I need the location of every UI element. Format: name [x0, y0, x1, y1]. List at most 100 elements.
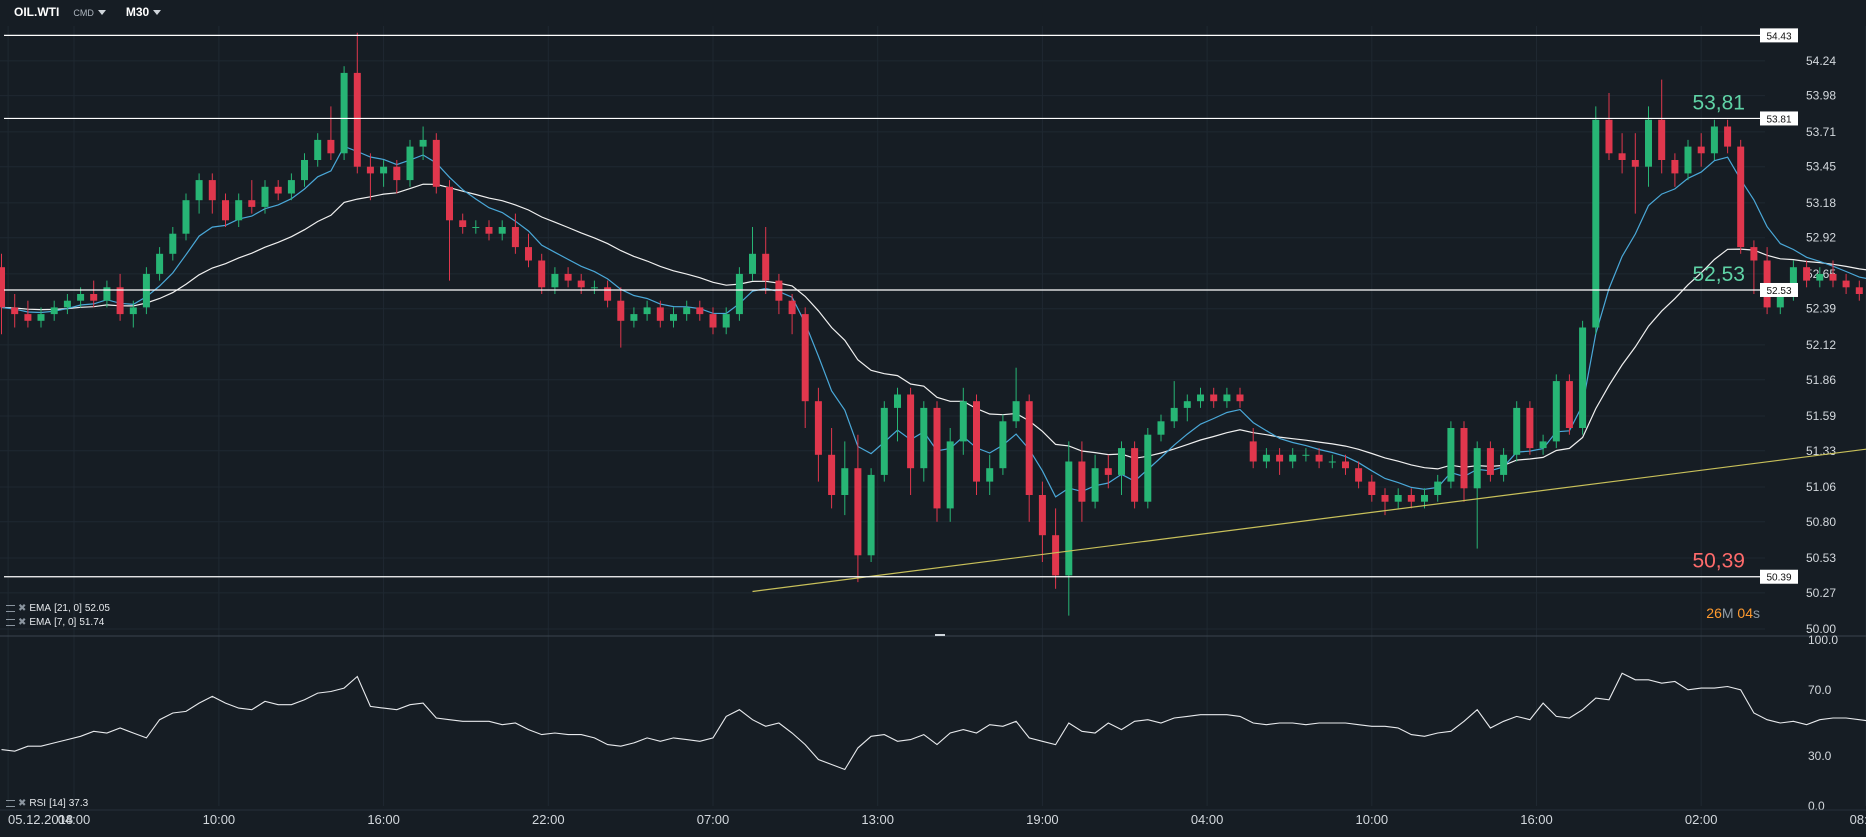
- candle-up[interactable]: [314, 139, 322, 160]
- candle-down[interactable]: [446, 186, 453, 221]
- candle-up[interactable]: [103, 287, 111, 301]
- candle-up[interactable]: [1592, 119, 1600, 328]
- settings-icon[interactable]: [6, 605, 15, 612]
- candle-up[interactable]: [129, 307, 137, 315]
- candle-down[interactable]: [393, 166, 401, 181]
- candle-down[interactable]: [1486, 448, 1494, 475]
- candle-down[interactable]: [1315, 454, 1323, 462]
- candle-down[interactable]: [788, 300, 796, 315]
- candle-down[interactable]: [854, 468, 862, 556]
- candle-up[interactable]: [722, 314, 730, 328]
- candle-up[interactable]: [182, 200, 190, 234]
- candle-up[interactable]: [1157, 421, 1165, 435]
- candle-up[interactable]: [1223, 394, 1231, 402]
- candle-up[interactable]: [1539, 441, 1547, 449]
- candle-down[interactable]: [973, 401, 980, 482]
- candle-down[interactable]: [1829, 273, 1837, 281]
- candle-down[interactable]: [1750, 247, 1758, 261]
- candle-up[interactable]: [735, 273, 743, 315]
- ema21-legend[interactable]: ✖ EMA [21, 0] 52.05: [6, 603, 110, 614]
- candle-down[interactable]: [577, 280, 585, 288]
- candle-up[interactable]: [683, 307, 691, 315]
- candle-down[interactable]: [696, 307, 704, 315]
- candle-up[interactable]: [498, 227, 506, 234]
- candle-up[interactable]: [1434, 481, 1442, 495]
- candle-down[interactable]: [1276, 454, 1284, 462]
- candle-up[interactable]: [1144, 434, 1152, 502]
- candle-down[interactable]: [327, 139, 335, 154]
- candle-up[interactable]: [670, 314, 677, 321]
- candle-up[interactable]: [261, 186, 269, 207]
- candle-down[interactable]: [353, 72, 361, 167]
- candle-down[interactable]: [485, 227, 493, 234]
- candle-down[interactable]: [775, 280, 783, 301]
- candle-up[interactable]: [1816, 273, 1824, 281]
- candle-down[interactable]: [1855, 287, 1863, 294]
- ema7-legend[interactable]: ✖ EMA [7, 0] 51.74: [6, 617, 104, 628]
- candle-down[interactable]: [525, 247, 532, 261]
- candle-up[interactable]: [1394, 495, 1402, 502]
- candle-down[interactable]: [24, 314, 32, 321]
- candle-up[interactable]: [749, 253, 756, 274]
- candle-down[interactable]: [1038, 495, 1046, 536]
- candle-down[interactable]: [1355, 468, 1363, 482]
- candle-down[interactable]: [1737, 146, 1745, 248]
- candle-down[interactable]: [656, 307, 664, 321]
- candle-down[interactable]: [1210, 394, 1218, 402]
- candle-down[interactable]: [1631, 160, 1639, 167]
- candle-down[interactable]: [1368, 481, 1376, 495]
- candle-down[interactable]: [432, 139, 440, 187]
- candle-down[interactable]: [222, 200, 229, 221]
- candle-up[interactable]: [1789, 267, 1797, 294]
- candle-down[interactable]: [1618, 153, 1626, 160]
- candle-up[interactable]: [1091, 468, 1099, 502]
- candle-down[interactable]: [1025, 401, 1033, 495]
- candle-down[interactable]: [604, 287, 612, 301]
- candle-down[interactable]: [617, 300, 625, 321]
- support-trendline[interactable]: [752, 395, 1866, 593]
- candle-up[interactable]: [1579, 327, 1587, 429]
- close-icon[interactable]: ✖: [18, 798, 27, 809]
- candle-down[interactable]: [459, 220, 467, 227]
- candle-up[interactable]: [156, 253, 164, 274]
- candle-up[interactable]: [551, 273, 559, 288]
- candle-up[interactable]: [1710, 126, 1718, 154]
- candle-down[interactable]: [1131, 448, 1139, 502]
- candle-up[interactable]: [1328, 461, 1336, 463]
- candle-up[interactable]: [1170, 407, 1178, 422]
- candle-up[interactable]: [643, 307, 651, 315]
- candle-up[interactable]: [986, 468, 994, 482]
- candle-down[interactable]: [1407, 495, 1415, 502]
- candle-up[interactable]: [301, 160, 308, 181]
- candle-up[interactable]: [169, 233, 177, 254]
- candle-up[interactable]: [472, 227, 480, 228]
- candle-up[interactable]: [63, 300, 71, 308]
- candle-down[interactable]: [1342, 461, 1349, 469]
- candle-up[interactable]: [880, 407, 888, 475]
- candle-up[interactable]: [77, 294, 85, 301]
- candle-up[interactable]: [1197, 394, 1204, 402]
- close-icon[interactable]: ✖: [18, 617, 27, 628]
- settings-icon[interactable]: [6, 800, 15, 807]
- candle-down[interactable]: [11, 307, 19, 315]
- candle-down[interactable]: [1526, 407, 1534, 449]
- candle-up[interactable]: [920, 407, 928, 469]
- candle-up[interactable]: [1473, 448, 1481, 489]
- candle-up[interactable]: [1262, 454, 1270, 462]
- candle-up[interactable]: [235, 200, 243, 221]
- candle-up[interactable]: [946, 441, 954, 509]
- candle-down[interactable]: [1078, 461, 1086, 502]
- candle-up[interactable]: [340, 72, 348, 154]
- candle-up[interactable]: [894, 394, 901, 408]
- candle-up[interactable]: [1302, 454, 1310, 456]
- candle-down[interactable]: [1052, 535, 1060, 576]
- candle-up[interactable]: [142, 273, 150, 308]
- candle-up[interactable]: [419, 139, 427, 147]
- candle-up[interactable]: [1421, 495, 1428, 502]
- candle-down[interactable]: [1249, 441, 1257, 462]
- candle-down[interactable]: [1803, 267, 1811, 281]
- candle-up[interactable]: [1118, 448, 1125, 475]
- candle-up[interactable]: [1065, 461, 1073, 576]
- candle-up[interactable]: [37, 314, 45, 321]
